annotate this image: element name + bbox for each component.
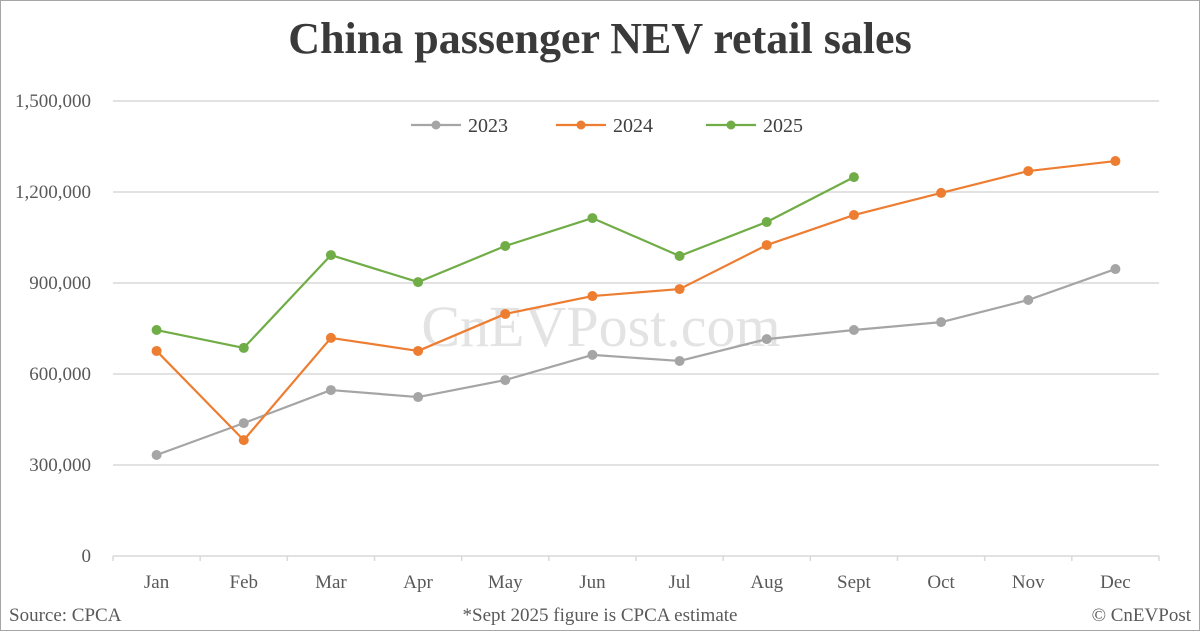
- data-point: [761, 334, 772, 345]
- watermark: CnEVPost.com: [421, 294, 780, 359]
- source-label: Source: CPCA: [9, 605, 122, 626]
- legend: 2023 2024 2025: [411, 115, 803, 137]
- data-point: [761, 217, 772, 228]
- y-tick-label: 1,200,000: [15, 182, 91, 203]
- data-point: [151, 449, 162, 460]
- legend-item-2023: 2023: [411, 115, 508, 137]
- x-tick-label: Apr: [403, 572, 433, 593]
- y-tick-label: 300,000: [29, 455, 91, 476]
- data-point: [325, 385, 336, 396]
- data-point: [500, 375, 511, 386]
- x-tick-label: Nov: [1012, 572, 1045, 593]
- data-point: [413, 392, 424, 403]
- svg-text:2025: 2025: [763, 115, 803, 137]
- x-axis-labels: Jan Feb Mar Apr May Jun Jul Aug Sept Oct Nov Dec: [144, 572, 1131, 593]
- data-point: [1110, 264, 1121, 275]
- gridlines: [112, 100, 1160, 561]
- y-tick-label: 600,000: [29, 364, 91, 385]
- data-point: [761, 240, 772, 251]
- data-point: [674, 251, 685, 262]
- data-point: [936, 317, 947, 328]
- series-2025: [151, 172, 859, 353]
- data-point: [500, 308, 511, 319]
- data-point: [325, 250, 336, 261]
- data-point: [325, 332, 336, 343]
- data-point: [238, 435, 249, 446]
- data-point: [238, 342, 249, 353]
- data-point: [413, 345, 424, 356]
- data-point: [587, 291, 598, 302]
- legend-item-2025: 2025: [706, 115, 803, 137]
- footnote: *Sept 2025 figure is CPCA estimate: [462, 605, 738, 626]
- series-lines: [151, 156, 1121, 460]
- y-tick-label: 1,500,000: [15, 91, 91, 112]
- data-point: [238, 418, 249, 429]
- data-point: [1023, 166, 1034, 177]
- x-tick-label: Jan: [144, 572, 170, 593]
- x-tick-label: Jun: [579, 572, 606, 593]
- data-point: [151, 345, 162, 356]
- data-point: [674, 284, 685, 295]
- data-point: [936, 187, 947, 198]
- data-point: [413, 277, 424, 288]
- x-tick-label: May: [488, 572, 523, 593]
- x-tick-label: Feb: [230, 572, 259, 593]
- y-tick-label: 900,000: [29, 273, 91, 294]
- data-point: [1023, 294, 1034, 305]
- series-2024: [151, 156, 1121, 446]
- y-axis-labels: 0 300,000 600,000 900,000 1,200,000 1,500,000: [15, 91, 91, 567]
- svg-text:2024: 2024: [613, 115, 653, 137]
- data-point: [587, 349, 598, 360]
- data-point: [848, 172, 859, 183]
- x-tick-label: Sept: [837, 572, 872, 593]
- data-point: [151, 325, 162, 336]
- x-tick-label: Jul: [668, 572, 690, 593]
- x-tick-label: Dec: [1100, 572, 1131, 593]
- data-point: [848, 210, 859, 221]
- svg-text:2023: 2023: [468, 115, 508, 137]
- x-tick-label: Mar: [315, 572, 347, 593]
- x-tick-label: Oct: [927, 572, 955, 593]
- data-point: [1110, 156, 1121, 167]
- data-point: [674, 355, 685, 366]
- data-point: [500, 240, 511, 251]
- chart-title: China passenger NEV retail sales: [288, 14, 912, 63]
- series-2023: [151, 264, 1121, 460]
- copyright-label: © CnEVPost: [1091, 605, 1191, 626]
- x-tick-label: Aug: [750, 572, 783, 593]
- legend-item-2024: 2024: [556, 115, 653, 137]
- data-point: [587, 213, 598, 224]
- data-point: [848, 325, 859, 336]
- y-tick-label: 0: [82, 546, 92, 567]
